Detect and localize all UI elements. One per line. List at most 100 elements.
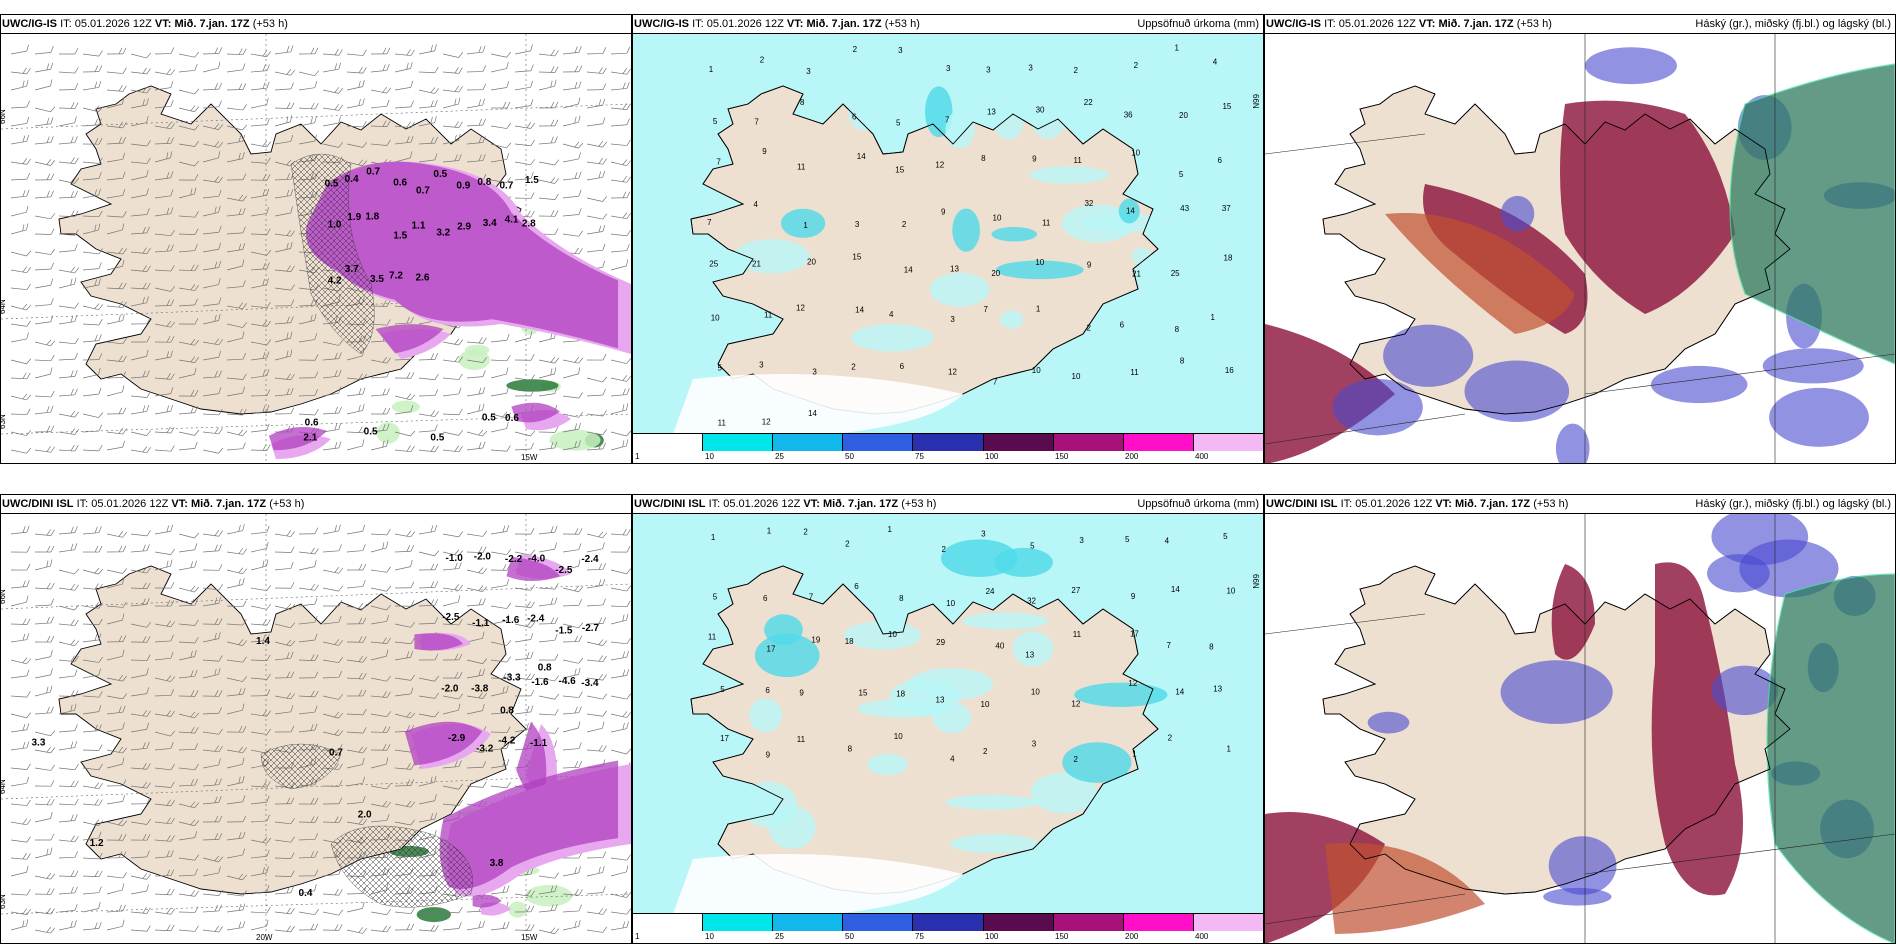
it-label: IT: [76,498,89,510]
wind-barb [274,206,293,217]
wind-barb [106,67,127,74]
accum-value-label: 18 [1224,253,1233,262]
wind-barb [490,549,512,556]
accum-value-label: 7 [716,157,721,166]
accum-value-label: 5 [1179,170,1184,179]
colorbar-swatch [843,434,914,451]
precip-value-label: 1.2 [90,838,104,849]
wind-barb [562,706,582,715]
precip-value-label: -1.5 [555,626,573,637]
mid-cloud-area [1367,711,1410,734]
precip-accum-area [848,93,880,131]
wind-barb [34,685,53,697]
wind-barb [562,667,581,679]
wind-barb [178,743,199,751]
accum-value-label: 10 [1035,258,1044,267]
wind-barb [250,64,270,73]
wind-barb [538,653,559,661]
wind-barb [250,174,271,181]
wind-barb [442,373,463,380]
wind-barb [442,338,464,346]
wind-barb [106,47,127,55]
wind-barb [538,885,558,895]
wind-barb [250,836,272,844]
wind-barb [82,526,102,535]
wind-barb [562,904,582,913]
precip-value-label: 0.7 [366,167,380,178]
wind-barb [34,668,53,679]
wind-barb [130,296,149,307]
it-value: 05.01.2026 12Z [74,18,152,30]
wind-barb [178,88,200,95]
wind-barb [178,406,198,415]
wind-barb [394,61,413,73]
wind-barb [562,171,582,181]
wind-barb [130,818,151,825]
wind-barb [130,86,152,94]
longitude-label: 15W [521,453,538,462]
wind-barb [442,693,464,700]
wind-barb [154,548,176,555]
wind-barb [58,47,79,55]
wind-barb [10,741,30,751]
wind-barb [10,865,29,877]
accum-value-label: 24 [986,587,995,596]
colorbar-tick-label: 150 [1055,932,1069,941]
accum-value-label: 2 [1087,323,1092,332]
wind-barb [490,333,510,343]
wind-barb [298,409,319,416]
wind-barb [130,621,152,628]
wind-barb [202,564,223,571]
accum-colorbar: 1 10 25 50 75 100 150 200 400 [633,433,1263,463]
wind-barb [370,726,391,733]
hatched-area [260,743,342,790]
precip-accum-area [1029,166,1109,184]
accum-value-label: 14 [1171,585,1180,594]
wind-barb [466,337,487,344]
wind-barb [538,193,559,200]
wind-barb [34,106,56,113]
wind-barb [442,52,464,58]
wind-barb [490,101,511,109]
wind-barb [58,814,78,823]
vt-value: Mið. 7.jan. 17Z [1454,498,1531,510]
accum-value-label: 9 [941,208,946,217]
wind-barb [466,65,487,73]
wind-barb [202,242,222,253]
wind-barb [10,723,30,733]
accum-value-label: 8 [1209,643,1214,652]
wind-barb [34,907,55,915]
latitude-label: 66N [1251,574,1260,589]
accum-value-label: 36 [1124,111,1133,120]
wind-barb [34,339,56,347]
wind-barb [466,598,486,607]
accum-value-label: 4 [1213,58,1218,67]
wind-barb [10,158,31,165]
wind-barb [514,374,535,381]
precip-value-label: 0.6 [393,177,407,188]
wind-barb [202,690,223,697]
wind-barb [202,408,223,416]
map-svg: -1.0 -2.0 -2.2 -4.0 -2.5 -2.4 -2.5 -1.1 -1.6 -2.4… [1,514,631,943]
wind-barb [394,923,415,931]
wind-barb [442,121,463,128]
wind-barb [250,228,271,235]
wind-barb [466,429,488,437]
precip-accum-area [1131,247,1152,265]
wind-barb [178,124,200,131]
wind-barb [298,816,319,823]
wind-barb [130,349,149,361]
wind-barb [442,922,462,931]
wind-barb [346,603,368,610]
wind-barb [442,549,464,557]
wind-barb [202,205,221,217]
wind-barb [58,763,79,771]
wind-barb [586,542,605,553]
wind-barb [178,560,197,571]
wind-barb [418,153,438,163]
wind-barb [442,445,463,453]
wind-barb [154,244,174,253]
wind-barb [82,210,103,218]
wind-barb [394,121,415,129]
